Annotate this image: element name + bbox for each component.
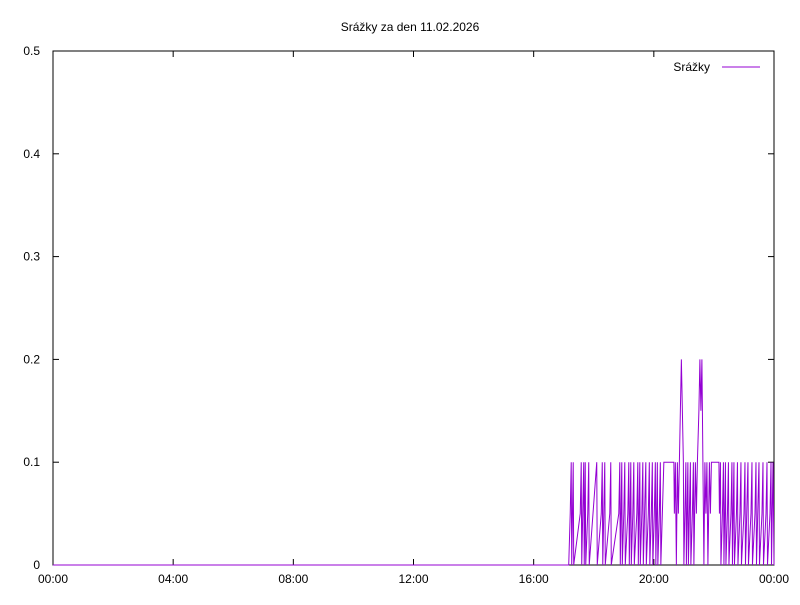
y-tick-label: 0.5 [23, 44, 40, 58]
x-tick-label: 04:00 [158, 572, 188, 586]
x-tick-label: 16:00 [519, 572, 549, 586]
x-tick-label: 00:00 [759, 572, 789, 586]
y-tick-label: 0.2 [23, 352, 40, 366]
legend-label: Srážky [673, 60, 710, 74]
legend: Srážky [673, 60, 760, 74]
y-tick-label: 0.4 [23, 147, 40, 161]
chart-title: Srážky za den 11.02.2026 [341, 20, 480, 34]
x-tick-label: 00:00 [38, 572, 68, 586]
y-tick-label: 0.3 [23, 250, 40, 264]
x-tick-label: 20:00 [639, 572, 669, 586]
series-layer [53, 359, 775, 566]
x-tick-label: 08:00 [278, 572, 308, 586]
y-tick-label: 0 [33, 558, 40, 572]
x-tick-label: 12:00 [398, 572, 428, 586]
series-line-srazky [53, 359, 775, 566]
y-tick-label: 0.1 [23, 455, 40, 469]
